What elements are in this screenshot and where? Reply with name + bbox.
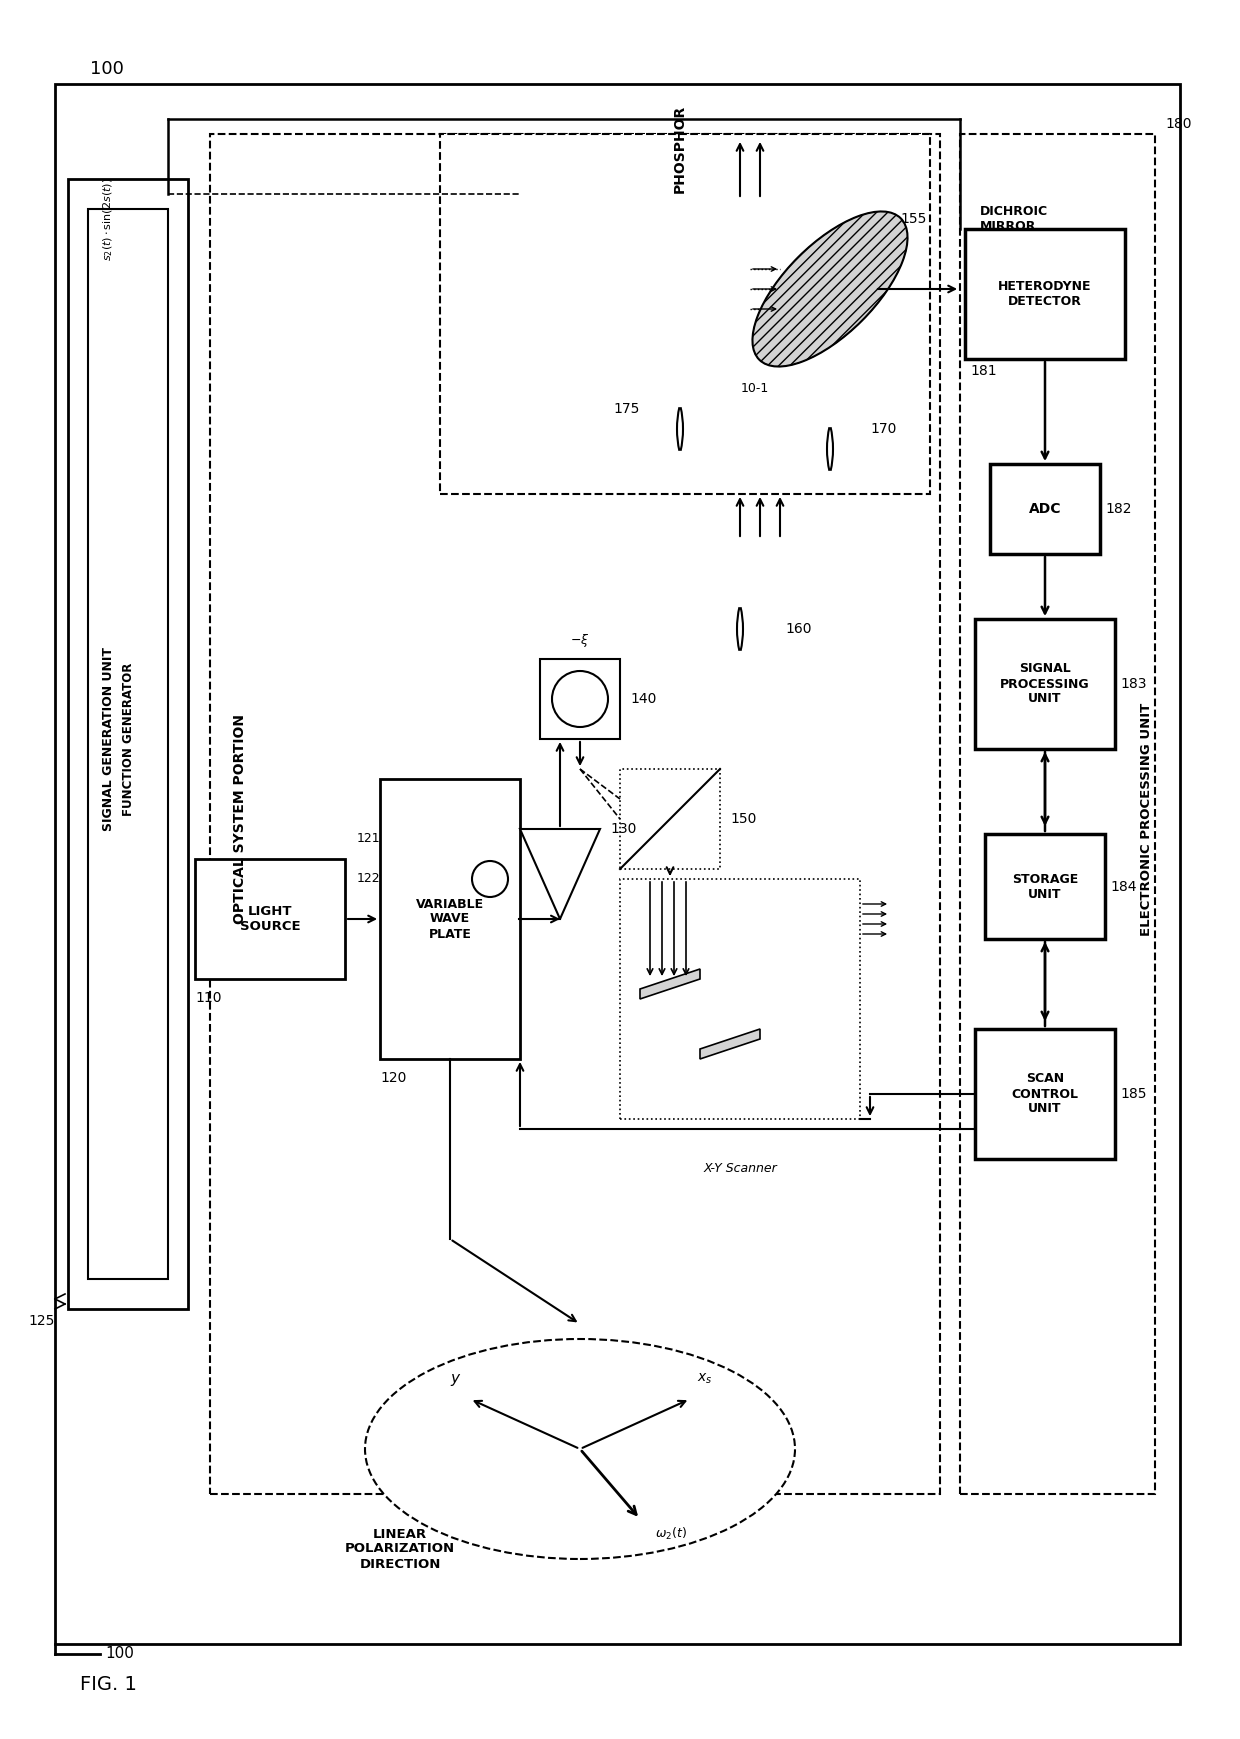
Text: 181: 181	[970, 363, 997, 377]
Bar	[539, 659, 620, 739]
Bar	[55, 83, 1180, 1643]
Circle shape	[472, 861, 508, 897]
Text: 155: 155	[900, 212, 926, 226]
Text: FIG. 1: FIG. 1	[81, 1675, 136, 1694]
Text: 100: 100	[105, 1647, 134, 1661]
Text: 150: 150	[730, 812, 756, 826]
Text: VARIABLE
WAVE
PLATE: VARIABLE WAVE PLATE	[415, 897, 484, 941]
Text: 10-1: 10-1	[740, 383, 769, 395]
Text: LIGHT
SOURCE: LIGHT SOURCE	[239, 904, 300, 934]
Text: 175: 175	[614, 402, 640, 416]
Bar	[975, 619, 1115, 750]
Text: 125: 125	[29, 1315, 55, 1329]
Bar	[965, 230, 1125, 358]
Text: 170: 170	[870, 423, 897, 436]
Bar	[210, 134, 940, 1494]
Bar	[990, 464, 1100, 555]
Text: 185: 185	[1120, 1087, 1147, 1101]
Bar	[960, 134, 1154, 1494]
Text: ADC: ADC	[1029, 503, 1061, 516]
Text: 184: 184	[1110, 880, 1137, 894]
Text: $\omega_2(t)$: $\omega_2(t)$	[655, 1525, 687, 1542]
Text: X-Y Scanner: X-Y Scanner	[703, 1162, 777, 1176]
Text: DICHROIC
MIRROR: DICHROIC MIRROR	[980, 205, 1048, 233]
Bar	[440, 134, 930, 494]
Bar	[68, 179, 188, 1309]
Text: 120: 120	[379, 1071, 407, 1085]
Text: SIGNAL
PROCESSING
UNIT: SIGNAL PROCESSING UNIT	[1001, 663, 1090, 706]
Text: 100: 100	[91, 61, 124, 78]
Bar	[620, 769, 720, 870]
Text: 122: 122	[356, 873, 379, 885]
Bar	[975, 1029, 1115, 1158]
Text: y: y	[450, 1372, 460, 1386]
Text: 121: 121	[356, 833, 379, 845]
Text: 180: 180	[1166, 117, 1192, 130]
Text: $x_s$: $x_s$	[697, 1372, 713, 1386]
Ellipse shape	[753, 212, 908, 367]
Bar	[88, 209, 167, 1278]
Text: SCAN
CONTROL
UNIT: SCAN CONTROL UNIT	[1012, 1073, 1079, 1115]
Text: 183: 183	[1120, 676, 1147, 690]
Polygon shape	[520, 830, 600, 918]
Text: ELECTRONIC PROCESSING UNIT: ELECTRONIC PROCESSING UNIT	[1141, 703, 1153, 936]
Text: FUNCTION GENERATOR: FUNCTION GENERATOR	[122, 663, 134, 816]
Text: LINEAR
POLARIZATION
DIRECTION: LINEAR POLARIZATION DIRECTION	[345, 1527, 455, 1570]
Text: HETERODYNE
DETECTOR: HETERODYNE DETECTOR	[998, 280, 1091, 308]
Text: 130: 130	[610, 823, 636, 836]
Polygon shape	[701, 1029, 760, 1059]
Text: SIGNAL GENERATION UNIT: SIGNAL GENERATION UNIT	[102, 647, 114, 831]
Text: PHOSPHOR: PHOSPHOR	[673, 104, 687, 193]
Text: 182: 182	[1105, 503, 1131, 516]
Bar	[195, 859, 345, 979]
Text: STORAGE
UNIT: STORAGE UNIT	[1012, 873, 1078, 901]
Bar	[379, 779, 520, 1059]
Text: OPTICAL SYSTEM PORTION: OPTICAL SYSTEM PORTION	[233, 715, 247, 923]
Text: 110: 110	[195, 991, 222, 1005]
Text: $s_2(t) \cdot \sin(2s(t))$: $s_2(t) \cdot \sin(2s(t))$	[102, 177, 115, 261]
Text: $-\xi$: $-\xi$	[570, 631, 590, 649]
Ellipse shape	[365, 1339, 795, 1558]
Bar	[985, 835, 1105, 939]
Bar	[620, 878, 861, 1118]
Text: 140: 140	[630, 692, 656, 706]
Polygon shape	[640, 969, 701, 998]
Text: 160: 160	[785, 623, 811, 636]
Circle shape	[552, 671, 608, 727]
